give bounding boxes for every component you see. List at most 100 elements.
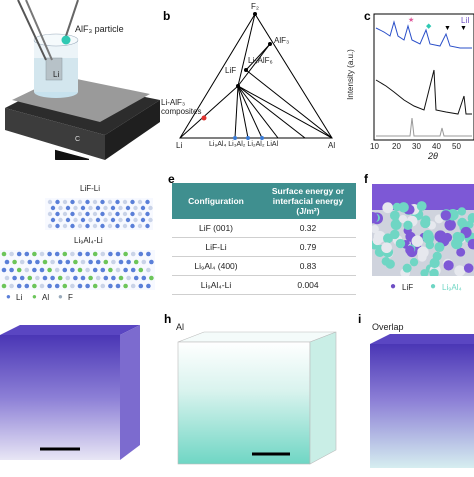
atom <box>73 217 78 223</box>
li-legend-label: Li <box>16 293 23 302</box>
atom <box>39 251 45 257</box>
atom <box>111 259 116 265</box>
atom <box>95 275 101 281</box>
atom <box>24 283 30 289</box>
particle <box>443 260 454 271</box>
atom <box>100 199 105 205</box>
atom <box>32 283 37 289</box>
li9al4-legend-icon: ● <box>430 281 437 292</box>
atom <box>50 217 56 223</box>
particle <box>455 232 466 243</box>
cube-i-render <box>370 334 474 468</box>
particle <box>456 247 466 257</box>
atom <box>57 259 63 265</box>
al-legend-label: Al <box>42 293 50 302</box>
atom <box>70 211 75 217</box>
atom <box>115 199 120 205</box>
particle <box>390 218 402 230</box>
li9al4-legend-label: Li₉Al₄ <box>442 283 462 292</box>
atom <box>146 251 151 257</box>
particle <box>425 240 435 250</box>
cube-g-render <box>0 325 140 460</box>
ternary-composite-line1: Li-AlF₃ <box>161 98 186 107</box>
atom <box>103 217 108 223</box>
atom <box>85 199 90 205</box>
atom <box>70 223 75 229</box>
atom <box>115 223 120 229</box>
atom <box>118 217 123 223</box>
panel-i-title: Overlap <box>372 322 404 332</box>
atom <box>103 259 109 265</box>
xrd-tick-40: 40 <box>432 142 441 151</box>
panel-h-label: h <box>164 312 172 326</box>
atom <box>12 275 17 281</box>
particle <box>385 259 395 269</box>
table-cell: 0.79 <box>260 237 356 257</box>
atom <box>115 251 121 257</box>
atom <box>130 251 136 257</box>
atom <box>149 275 154 281</box>
atom <box>133 275 139 281</box>
atom <box>115 267 121 273</box>
atom <box>70 199 75 205</box>
atom <box>62 223 68 229</box>
atom <box>140 217 146 223</box>
atom <box>130 211 135 217</box>
atom <box>148 205 153 211</box>
xrd-tick-20: 20 <box>392 142 401 151</box>
atom <box>47 251 52 257</box>
atom <box>9 283 14 289</box>
atom <box>32 267 37 273</box>
cube-g <box>0 325 150 470</box>
atom <box>12 259 17 265</box>
ternary-al-label: Al <box>328 141 336 150</box>
atom <box>55 199 60 205</box>
atom <box>50 205 56 211</box>
particle <box>420 217 431 229</box>
atom <box>123 267 128 273</box>
atom <box>100 267 106 273</box>
atom <box>62 251 68 257</box>
alf3-particle-label: AlF₃ particle <box>75 24 124 34</box>
atom <box>73 259 78 265</box>
atom <box>77 267 83 273</box>
atom <box>77 251 83 257</box>
particle <box>467 213 474 223</box>
ternary-phases-label: Li₉Al₄ Li₃Al₂ Li₂Al₂ LiAl <box>209 141 279 148</box>
table-cell: Li₉Al₄ (400) <box>172 256 260 276</box>
table-header-energy: Surface energy or interfacial energy (J/… <box>260 183 356 219</box>
table-row: LiF-Li 0.79 <box>172 237 356 257</box>
atom <box>95 205 101 211</box>
atom <box>133 259 139 265</box>
particle <box>411 235 424 247</box>
ternary-diagram <box>179 12 333 140</box>
atom <box>85 223 90 229</box>
atom <box>16 251 22 257</box>
atom <box>80 205 86 211</box>
xrd-trace-bottom <box>376 117 472 137</box>
cube-h <box>170 330 350 470</box>
atom <box>35 259 40 265</box>
atom <box>62 267 68 273</box>
particle <box>373 230 386 243</box>
atom <box>1 283 7 289</box>
xrd-trace-middle <box>375 69 472 115</box>
f-legend-label: F <box>68 293 73 302</box>
li-legend-icon: ● <box>6 292 11 301</box>
li9al4-li-label: Li₉Al₄-Li <box>74 236 103 245</box>
atom <box>77 211 83 217</box>
particle <box>463 263 474 273</box>
particle <box>372 225 379 234</box>
ternary-li-label: Li <box>176 141 183 150</box>
f-legend-icon: ● <box>58 292 63 301</box>
atom <box>73 275 78 281</box>
particle <box>422 232 435 244</box>
xrd-ylabel: Intensity (a.u.) <box>345 49 355 100</box>
atom <box>65 259 71 265</box>
lif-legend-icon: ● <box>390 281 397 292</box>
atom <box>39 283 45 289</box>
atom <box>92 199 98 205</box>
atom <box>107 211 113 217</box>
atom <box>62 199 68 205</box>
particle <box>454 265 466 276</box>
